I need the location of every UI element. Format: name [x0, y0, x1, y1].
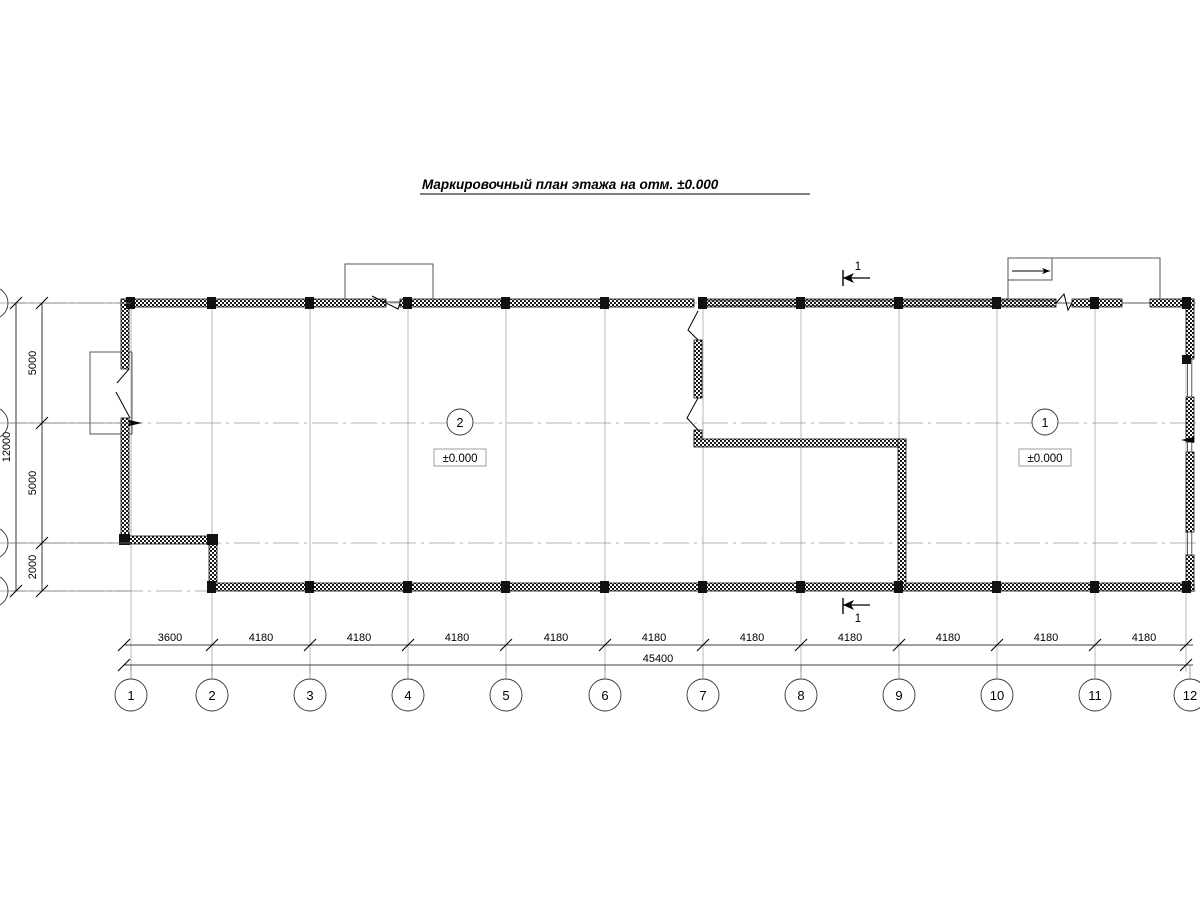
grid-bubble-1: 1 [114, 678, 148, 712]
grid-bubble-12: 12 [1173, 678, 1200, 712]
grid-bubble-label-2: 2 [208, 688, 215, 703]
door-markers [129, 420, 1194, 443]
section-mark-top: 1 [842, 261, 870, 286]
grid-bubble-label-3: 3 [306, 688, 313, 703]
section-mark-bottom: 1 [842, 598, 870, 625]
dim-bot-4: 4180 [544, 632, 568, 644]
wall-partition-vert [897, 438, 907, 588]
dim-bottom-ticks [117, 638, 1193, 672]
wall-left-upper [120, 298, 130, 370]
grid-bubble-leaders [130, 665, 1191, 679]
dim-bot-9: 4180 [1034, 632, 1058, 644]
door-right-entry [1181, 437, 1194, 443]
break-partition-a [687, 310, 699, 341]
dim-bottom-total: 45400 [643, 653, 674, 665]
grid-bubble-2: 2 [195, 678, 229, 712]
grid-lines-vertical [130, 300, 1187, 672]
top-canopy [344, 263, 434, 303]
dim-bot-7: 4180 [838, 632, 862, 644]
room-number-2: 2 [457, 416, 464, 430]
room-level-1: ±0.000 [1027, 453, 1062, 465]
grid-bubble-label-5: 5 [502, 688, 509, 703]
grid-bubble-label-4: 4 [404, 688, 411, 703]
grid-bubble-4: 4 [391, 678, 425, 712]
grid-bubble-7: 7 [686, 678, 720, 712]
section-marks: 1 1 [842, 261, 870, 625]
wall-top-mid [399, 298, 695, 308]
wall-step-horiz [120, 535, 218, 545]
grid-bubble-9: 9 [882, 678, 916, 712]
window-openings [700, 300, 1193, 555]
dim-bot-5: 4180 [642, 632, 666, 644]
left-porch [89, 351, 133, 435]
grid-bubble-3: 3 [293, 678, 327, 712]
grid-lines-horizontal [0, 302, 1200, 592]
dim-bot-0: 3600 [158, 632, 182, 644]
plan-title: Маркировочный план этажа на отм. ±0.000 [422, 177, 719, 192]
room-label-1: 1 ±0.000 [1018, 408, 1072, 467]
grid-bubble-label-1: 1 [127, 688, 134, 703]
break-top-gate [371, 295, 401, 310]
dim-left-2000: 2000 [27, 555, 39, 579]
grid-bubble-label-12: 12 [1183, 688, 1197, 703]
level-box-1 [1018, 448, 1072, 467]
wall-top-left [120, 298, 387, 308]
dim-left-5000-a: 5000 [27, 351, 39, 375]
room-bubble-1 [1031, 408, 1059, 436]
dim-bot-1: 4180 [249, 632, 273, 644]
section-label-top: 1 [855, 261, 861, 273]
opening-break-lines [115, 292, 1073, 431]
grid-bubble-11: 11 [1078, 678, 1112, 712]
break-partition-b [686, 397, 699, 431]
room-number-1: 1 [1042, 416, 1049, 430]
dimension-bottom [117, 638, 1193, 672]
door-left-leaf-a [116, 368, 130, 384]
room-bubble-2 [446, 408, 474, 436]
dim-bot-8: 4180 [936, 632, 960, 644]
door-left-entry [129, 420, 142, 426]
grid-bubble-label-10: 10 [990, 688, 1004, 703]
exterior-annexes [89, 257, 1161, 435]
room-label-2: 2 ±0.000 [433, 408, 487, 467]
grid-bubble-8: 8 [784, 678, 818, 712]
break-top-right [1055, 292, 1073, 312]
grid-bubble-label-8: 8 [797, 688, 804, 703]
dim-left-total: 12000 [1, 432, 13, 463]
dim-bot-10: 4180 [1132, 632, 1156, 644]
dim-bot-2: 4180 [347, 632, 371, 644]
room-labels: 2 ±0.000 1 ±0.000 [433, 408, 1072, 467]
dim-bot-6: 4180 [740, 632, 764, 644]
dim-left-5000-b: 5000 [27, 471, 39, 495]
wall-left-lower [120, 417, 130, 544]
dim-bot-3: 4180 [445, 632, 469, 644]
grid-bubble-5: 5 [489, 678, 523, 712]
structural-columns [119, 297, 1191, 593]
grid-bubbles-left-partial [0, 288, 9, 606]
room-level-2: ±0.000 [442, 453, 477, 465]
dimension-bottom-texts: 3600 4180 4180 4180 4180 4180 4180 4180 … [158, 632, 1156, 665]
level-box-2 [433, 448, 487, 467]
grid-bubble-label-7: 7 [699, 688, 706, 703]
grid-bubble-label-9: 9 [895, 688, 902, 703]
grid-bubble-10: 10 [980, 678, 1014, 712]
building-walls [120, 298, 1195, 592]
grid-bubble-label-11: 11 [1088, 688, 1102, 703]
wall-partition-upper [693, 339, 703, 399]
wall-partition-horiz [693, 438, 907, 448]
dimension-left-texts: 5000 5000 2000 12000 [1, 351, 39, 579]
door-left-leaf-b [115, 391, 131, 419]
dimension-left [9, 296, 131, 598]
stair-tread [1007, 257, 1053, 281]
grid-bubbles: 1 2 3 4 5 6 7 8 9 10 11 12 [114, 665, 1200, 712]
title-block: Маркировочный план этажа на отм. ±0.000 [420, 177, 810, 195]
wall-right-2 [1185, 396, 1195, 443]
section-label-bottom: 1 [855, 613, 861, 625]
wall-right-3 [1185, 451, 1195, 533]
grid-bubble-label-6: 6 [601, 688, 608, 703]
grid-bubble-6: 6 [588, 678, 622, 712]
